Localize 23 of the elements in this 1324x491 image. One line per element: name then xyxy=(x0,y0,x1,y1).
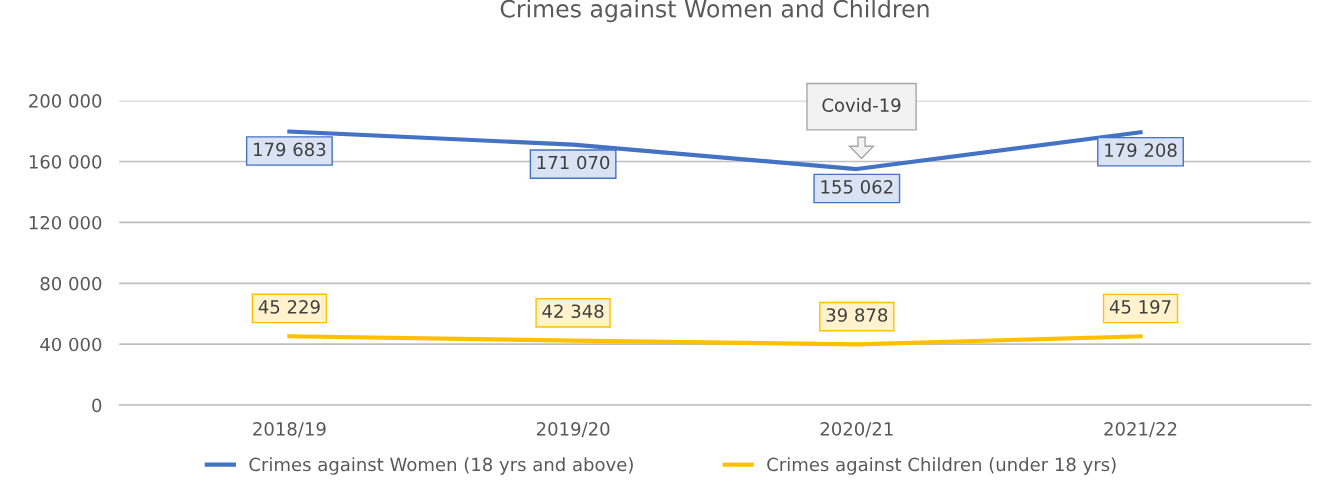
data-label: 155 062 xyxy=(821,180,893,194)
x-tick-label: 2020/21 xyxy=(820,422,893,438)
data-label: 42 348 xyxy=(542,304,604,319)
y-tick-label: 200 000 xyxy=(29,94,102,108)
legend-label: Crimes against Women (18 yrs and above) xyxy=(249,457,633,475)
chart-title: Crimes against Women and Children xyxy=(500,0,929,23)
annotation: Covid-19 xyxy=(822,98,901,112)
data-label: 45 229 xyxy=(258,300,320,314)
line-series xyxy=(287,334,1143,347)
data-label: 171 070 xyxy=(537,155,610,170)
y-tick-label: 120 000 xyxy=(29,215,102,230)
x-tick-label: 2019/20 xyxy=(536,422,610,438)
data-label: 45 197 xyxy=(1109,300,1171,314)
y-tick-label: 0 xyxy=(92,398,102,413)
data-label: 179 683 xyxy=(254,142,326,157)
data-label: 179 208 xyxy=(1105,143,1177,157)
data-label: 39 878 xyxy=(826,308,888,322)
x-tick-label: 2018/19 xyxy=(253,422,326,438)
y-tick-label: 160 000 xyxy=(29,155,102,169)
legend-label: Crimes against Children (under 18 yrs) xyxy=(767,457,1116,475)
y-tick-label: 40 000 xyxy=(40,337,102,352)
x-tick-label: 2021/22 xyxy=(1104,422,1177,438)
y-tick-label: 80 000 xyxy=(40,276,102,291)
